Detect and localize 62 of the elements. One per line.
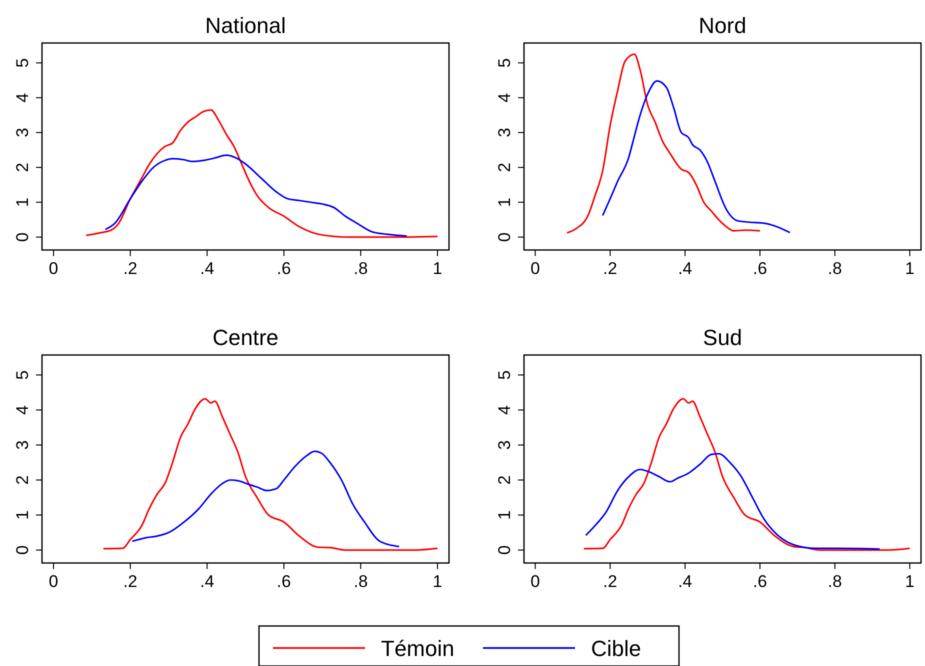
y-tick-label: 0 [495,232,514,242]
x-tick-label: .8 [828,572,842,591]
x-tick-label: 0 [48,572,58,591]
line-series [102,398,438,551]
y-tick-label: 1 [13,198,32,207]
legend-label: Cible [591,636,642,661]
x-tick-label: 0 [530,259,540,278]
x-tick-label: 1 [432,259,442,278]
x-tick-label: .2 [123,259,138,278]
x-tick-label: 0 [530,572,540,591]
y-tick-label: 2 [495,162,514,172]
y-tick-label: 2 [13,162,32,172]
y-tick-label: 0 [495,545,514,555]
line-series [104,154,408,237]
y-tick-label: 3 [495,128,514,138]
x-tick-label: .2 [603,572,618,591]
chart-title: Nord [698,13,746,38]
x-tick-label: 1 [905,259,914,278]
y-tick-label: 1 [13,510,32,520]
y-tick-label: 5 [13,370,32,380]
y-tick-label: 3 [13,128,32,138]
x-tick-label: 0 [48,259,58,278]
line-series [584,452,881,550]
line-series [583,398,911,551]
y-tick-label: 4 [13,92,32,102]
chart-title: Centre [212,325,279,350]
y-tick-label: 0 [13,545,32,555]
x-tick-label: .8 [828,259,842,278]
line-series [131,450,400,548]
y-tick-label: 0 [13,232,32,242]
line-series [566,53,761,234]
y-tick-label: 4 [13,405,32,415]
x-tick-label: .4 [678,572,692,591]
y-tick-label: 5 [495,58,514,68]
x-tick-label: 1 [905,572,914,591]
y-tick-label: 5 [495,370,514,380]
y-tick-label: 5 [13,58,32,68]
x-tick-label: .4 [200,572,214,591]
x-tick-label: .6 [276,259,291,278]
y-tick-label: 3 [495,440,514,450]
y-tick-label: 3 [13,440,32,450]
x-tick-label: 1 [432,572,442,591]
legend-label: Témoin [381,636,454,661]
chart-title: National [205,13,286,38]
x-tick-label: .4 [678,259,692,278]
y-tick-label: 4 [495,405,514,415]
x-tick-label: .2 [123,572,138,591]
x-tick-label: .2 [603,259,618,278]
x-tick-label: .8 [354,572,368,591]
x-tick-label: .4 [200,259,214,278]
x-tick-label: .6 [752,572,768,591]
x-tick-label: .6 [752,259,768,278]
line-series [85,109,438,238]
y-tick-label: 1 [495,510,514,520]
x-tick-label: .6 [276,572,291,591]
y-tick-label: 2 [495,475,514,485]
y-tick-label: 1 [495,198,514,207]
line-series [602,80,791,234]
chart-title: Sud [702,325,742,350]
y-tick-label: 2 [13,475,32,485]
y-tick-label: 4 [495,92,514,102]
x-tick-label: .8 [354,259,368,278]
